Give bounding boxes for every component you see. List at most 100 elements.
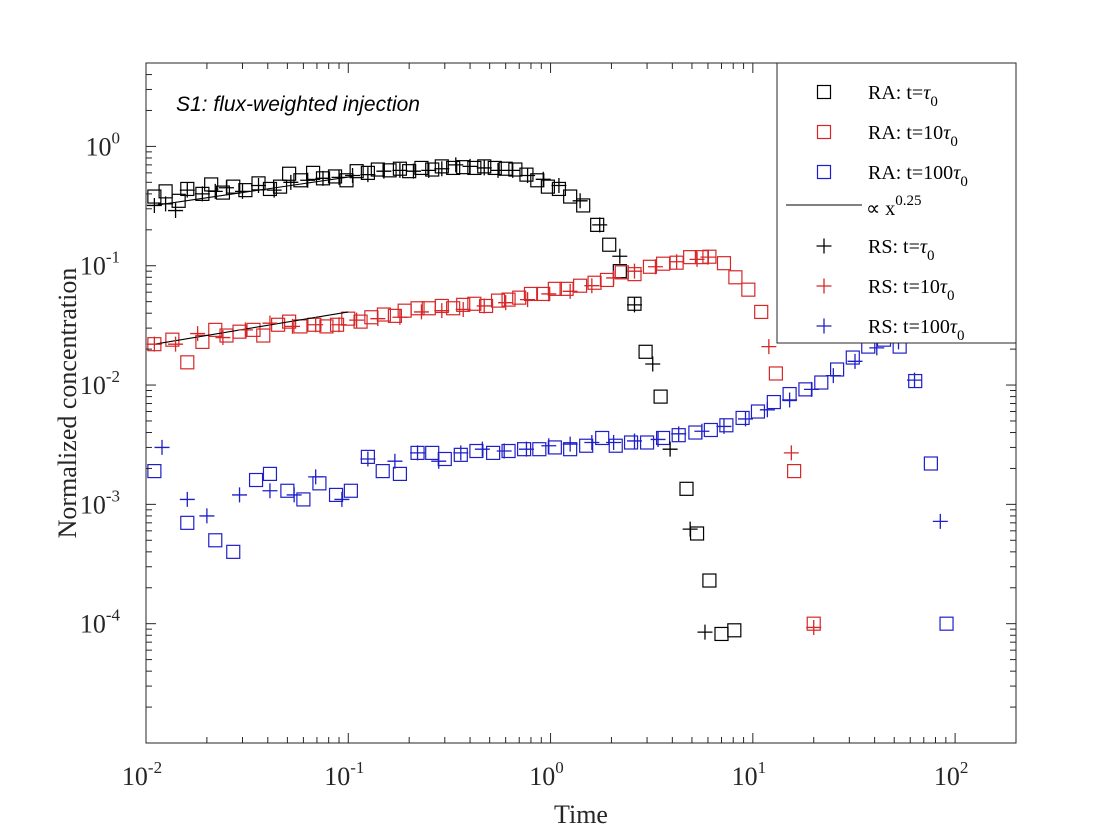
plus-point [455, 301, 471, 317]
x-tick-label: 10-2 [122, 758, 162, 791]
square-point [256, 328, 271, 343]
plus-point [738, 411, 754, 427]
legend-plus-icon [816, 318, 832, 334]
square-point [702, 573, 717, 588]
square-point [375, 463, 390, 479]
square-point [655, 430, 671, 446]
square-point [248, 472, 264, 488]
square-point [282, 314, 297, 329]
plus-point [907, 372, 923, 388]
plus-point [518, 441, 534, 457]
plus-point [360, 167, 376, 183]
plus-point [286, 487, 302, 503]
plus-point [700, 249, 716, 265]
series-5 [146, 249, 822, 635]
square-point [446, 301, 461, 316]
plus-point [662, 441, 678, 457]
square-point [208, 533, 223, 548]
square-point [387, 308, 402, 323]
square-point [716, 256, 732, 271]
square-point [595, 430, 610, 446]
axes-box [145, 62, 1017, 744]
plus-point [645, 356, 661, 372]
plus-point [612, 248, 628, 264]
legend-label: ∝ x0.25 [866, 193, 922, 220]
power-law-line [154, 175, 353, 206]
plus-point [669, 254, 685, 270]
axes-frame [145, 62, 1017, 744]
square-point [262, 466, 278, 482]
plus-point [694, 423, 710, 439]
square-point [587, 275, 602, 290]
plus-point [154, 439, 170, 455]
plus-point [782, 392, 798, 408]
plus-point [541, 438, 557, 454]
square-point [467, 296, 482, 311]
square-point [939, 616, 954, 631]
square-point [501, 292, 516, 307]
plus-point [300, 172, 316, 188]
y-tick-label: 100 [86, 128, 121, 161]
plus-point [453, 445, 469, 461]
plus-point [387, 453, 403, 469]
square-point [741, 282, 756, 297]
square-point [195, 334, 210, 349]
square-point [327, 169, 343, 184]
plus-point [179, 491, 195, 507]
plus-point [405, 163, 421, 179]
plus-point [218, 180, 234, 196]
square-point [523, 286, 539, 302]
square-point [768, 366, 783, 381]
square-point [305, 165, 321, 180]
square-point [639, 435, 655, 450]
square-point [414, 160, 429, 176]
series-1 [147, 249, 821, 631]
square-point [508, 162, 523, 177]
square-point [425, 162, 440, 177]
plus-point [158, 196, 174, 212]
plus-point [237, 322, 253, 338]
plus-point [331, 169, 347, 185]
plus-point [697, 624, 713, 640]
plus-point [671, 426, 687, 442]
square-point [512, 290, 527, 305]
series-4 [146, 157, 713, 640]
x-axis-title: Time [554, 800, 608, 829]
square-point [908, 373, 923, 389]
plus-point [315, 170, 331, 186]
square-point [653, 389, 668, 404]
square-point [319, 319, 334, 334]
square-point [754, 304, 769, 320]
square-point [296, 492, 311, 507]
plus-point [761, 339, 777, 355]
plus-point [334, 491, 350, 507]
plus-point [421, 162, 437, 178]
plus-point [562, 436, 578, 452]
legend-square-icon [816, 84, 832, 100]
square-point [602, 237, 617, 252]
square-point [519, 167, 534, 182]
plus-point [285, 318, 301, 334]
data-marks [146, 157, 954, 642]
square-point [486, 445, 501, 460]
legend-square-icon [816, 164, 832, 180]
plus-point [448, 157, 464, 173]
plus-point [496, 443, 512, 459]
plus-point [759, 402, 775, 418]
square-point [623, 435, 639, 450]
square-point [579, 438, 594, 453]
square-point [208, 322, 223, 337]
legend-entry: ∝ x0.25 [786, 193, 922, 220]
plus-point [476, 298, 492, 314]
plus-point [490, 162, 506, 178]
plus-point [199, 508, 215, 524]
plus-point [232, 487, 248, 503]
plus-point [520, 292, 536, 308]
x-tick-label: 102 [934, 758, 969, 791]
y-axis-title: Normalized concentration [53, 268, 82, 539]
plus-point [498, 295, 514, 311]
plus-point [168, 336, 184, 352]
plus-point [431, 453, 447, 469]
